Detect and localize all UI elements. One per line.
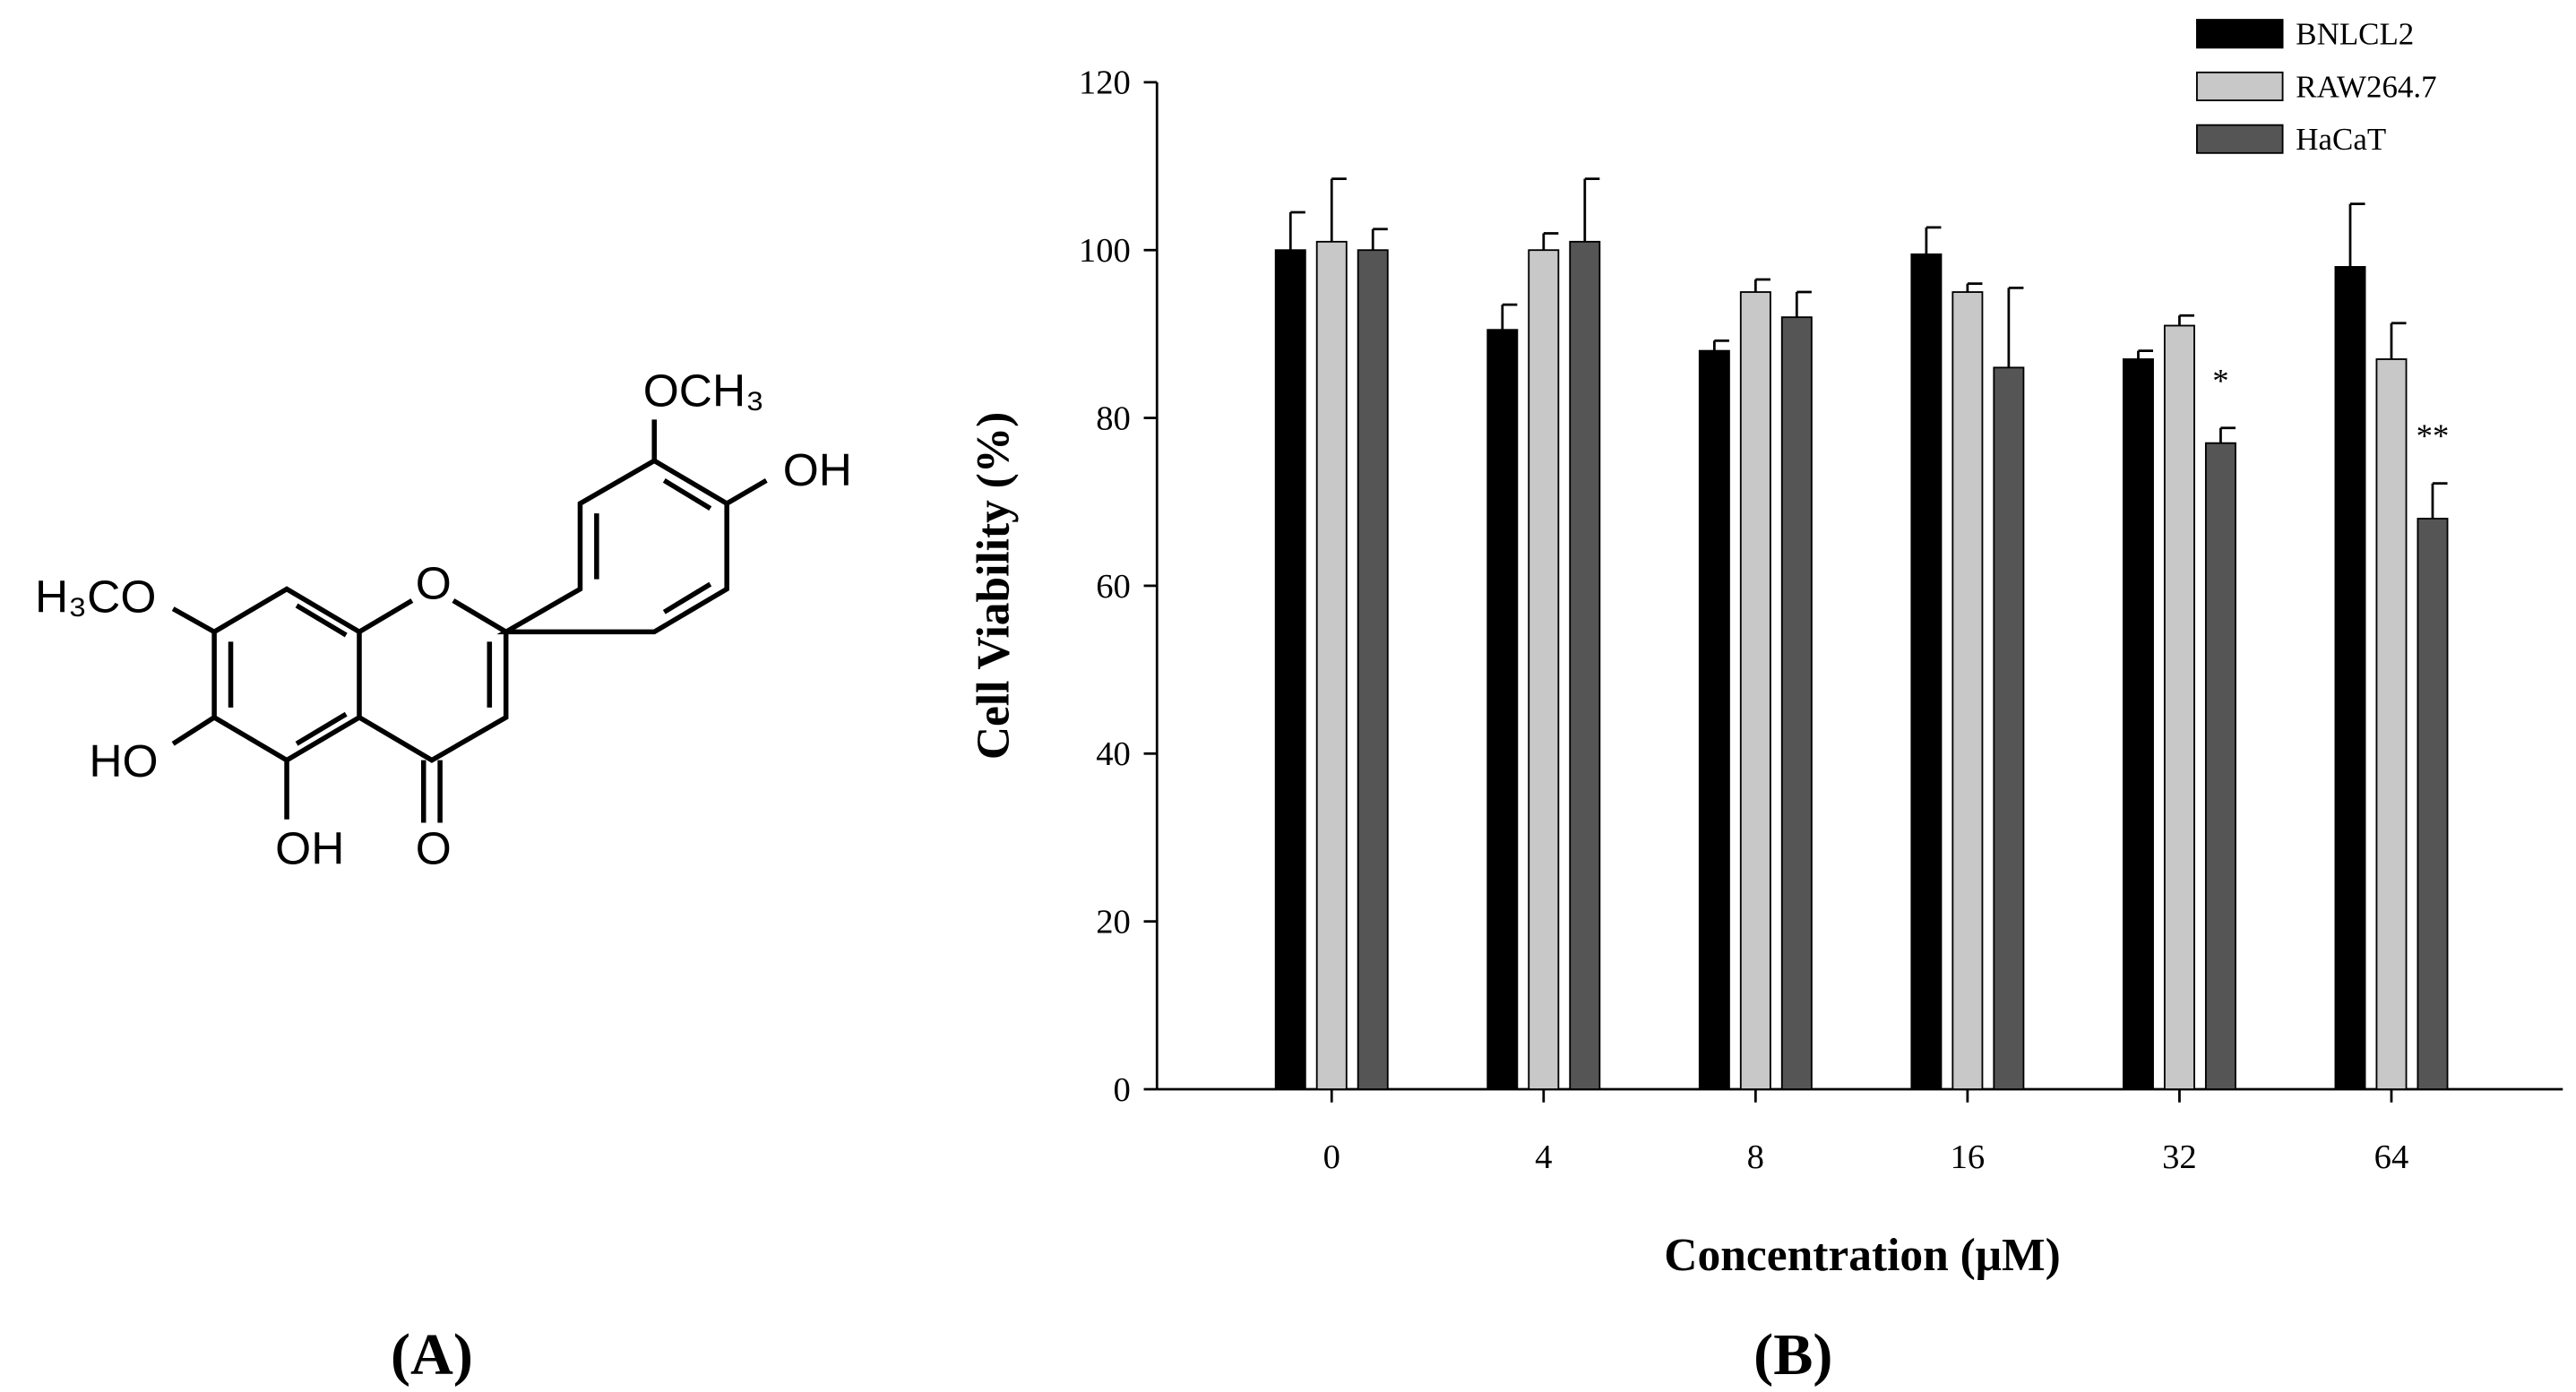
legend-label: BNLCL2	[2296, 17, 2414, 52]
x-tick-label: 0	[1323, 1139, 1340, 1176]
structure	[171, 419, 768, 823]
error-bar	[2007, 286, 2024, 368]
error-bar	[1753, 278, 1770, 293]
legend-swatch	[2196, 124, 2284, 154]
double-bond	[594, 478, 712, 614]
y-tick-label: 40	[1096, 735, 1131, 773]
bar	[1951, 291, 1984, 1090]
x-tick-label: 16	[1951, 1139, 1986, 1176]
atom-label: HO	[89, 735, 158, 786]
bar	[1357, 249, 1389, 1090]
error-bar	[1712, 339, 1729, 351]
atom-label: OH	[783, 443, 852, 495]
panel-label: (B)	[1753, 1322, 1832, 1388]
x-tick-label: 64	[2374, 1139, 2409, 1176]
atom-label: OH	[275, 821, 344, 873]
error-bar	[2390, 322, 2407, 359]
atom-label: O	[416, 557, 452, 609]
bar	[2122, 358, 2154, 1090]
error-bar	[1330, 177, 1347, 242]
legend-swatch	[2196, 71, 2284, 101]
legend-label: RAW264.7	[2296, 69, 2436, 104]
y-axis-label: Cell Viability (%)	[969, 412, 1020, 760]
y-tick-label: 60	[1096, 568, 1131, 606]
error-bar	[1966, 282, 1983, 293]
y-tick-label: 20	[1096, 904, 1131, 941]
x-tick-label: 4	[1535, 1139, 1552, 1176]
bar	[2334, 266, 2366, 1090]
legend-swatch	[2196, 19, 2284, 49]
bar	[1315, 240, 1348, 1090]
annotation: **	[2417, 417, 2450, 454]
atom-label: OCH₃	[643, 365, 764, 417]
x-tick-label: 8	[1747, 1139, 1764, 1176]
y-tick-label: 120	[1079, 64, 1131, 102]
error-bar	[1371, 228, 1388, 251]
bar	[1274, 249, 1306, 1090]
bar	[1780, 316, 1813, 1090]
bar	[2204, 442, 2236, 1090]
error-bar	[1583, 177, 1600, 242]
bar	[1993, 366, 2025, 1090]
carbonyl	[420, 760, 443, 823]
double-bond	[228, 603, 348, 746]
bar	[1569, 240, 1601, 1090]
y-tick-label: 100	[1079, 232, 1131, 270]
bar	[1698, 349, 1730, 1090]
x-axis-label: Concentration (μM)	[1664, 1230, 2060, 1281]
bar	[2375, 358, 2408, 1090]
error-bar	[1501, 303, 1518, 331]
substituent-bond	[171, 419, 768, 820]
bar	[1528, 249, 1560, 1090]
y-tick-label: 80	[1096, 400, 1131, 437]
error-bar	[1288, 211, 1305, 251]
bar	[1739, 291, 1771, 1090]
annotation: *	[2212, 362, 2228, 399]
ring	[211, 586, 362, 763]
bar	[1486, 329, 1519, 1090]
ring	[358, 598, 509, 763]
error-bar	[1795, 290, 1812, 318]
bar	[2163, 324, 2195, 1090]
bar	[2417, 518, 2449, 1090]
atom-label: O	[416, 821, 452, 873]
y-tick-label: 0	[1114, 1071, 1131, 1109]
error-bar	[1925, 226, 1942, 254]
error-bar	[2178, 314, 2194, 326]
bar	[1910, 253, 1943, 1090]
error-bar	[2219, 426, 2236, 443]
x-tick-label: 32	[2162, 1139, 2197, 1176]
atom-label: H₃CO	[35, 570, 156, 622]
error-bar	[1542, 232, 1559, 251]
ring	[496, 458, 729, 635]
error-bar	[2137, 349, 2154, 359]
legend-label: HaCaT	[2296, 122, 2386, 157]
error-bar	[2431, 482, 2448, 519]
panel-label: (A)	[391, 1322, 473, 1388]
error-bar	[2348, 202, 2365, 267]
